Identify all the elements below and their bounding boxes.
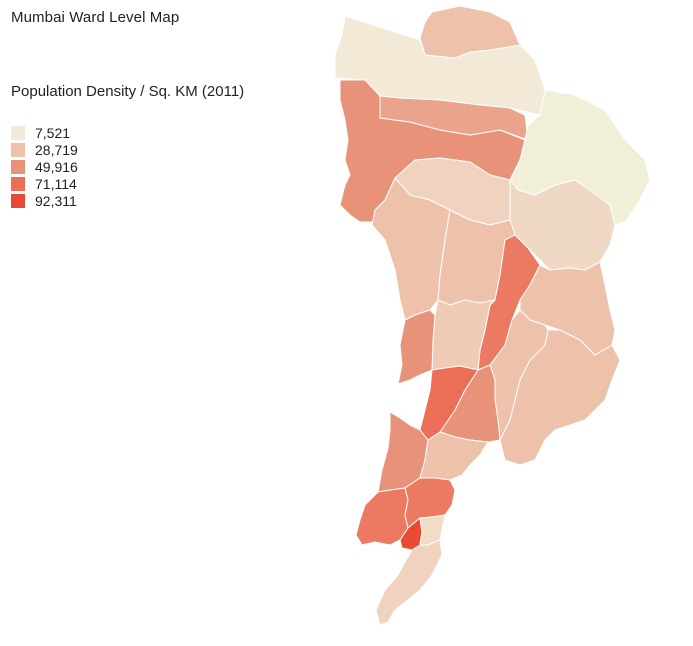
legend: 7,521 28,719 49,916 71,114 92,311 bbox=[11, 124, 78, 209]
legend-item: 92,311 bbox=[11, 192, 78, 209]
legend-swatch bbox=[11, 176, 25, 191]
legend-label: 71,114 bbox=[35, 175, 77, 192]
legend-swatch bbox=[11, 125, 25, 140]
legend-item: 7,521 bbox=[11, 124, 78, 141]
legend-label: 92,311 bbox=[35, 192, 77, 209]
legend-title: Population Density / Sq. KM (2011) bbox=[11, 83, 245, 100]
ward-g-south[interactable] bbox=[419, 365, 479, 441]
legend-item: 71,114 bbox=[11, 175, 78, 192]
legend-label: 28,719 bbox=[35, 141, 78, 158]
legend-swatch bbox=[11, 193, 25, 208]
ward-r-north-top[interactable] bbox=[419, 5, 521, 59]
map-title: Mumbai Ward Level Map bbox=[11, 9, 180, 26]
legend-item: 49,916 bbox=[11, 158, 78, 175]
legend-swatch bbox=[11, 142, 25, 157]
ward-e-east[interactable] bbox=[419, 514, 446, 546]
legend-label: 49,916 bbox=[35, 158, 78, 175]
legend-swatch bbox=[11, 159, 25, 174]
legend-label: 7,521 bbox=[35, 124, 71, 141]
ward-h-west[interactable] bbox=[397, 309, 436, 385]
ward-a[interactable] bbox=[375, 539, 443, 626]
legend-item: 28,719 bbox=[11, 141, 78, 158]
ward-d[interactable] bbox=[355, 487, 409, 546]
